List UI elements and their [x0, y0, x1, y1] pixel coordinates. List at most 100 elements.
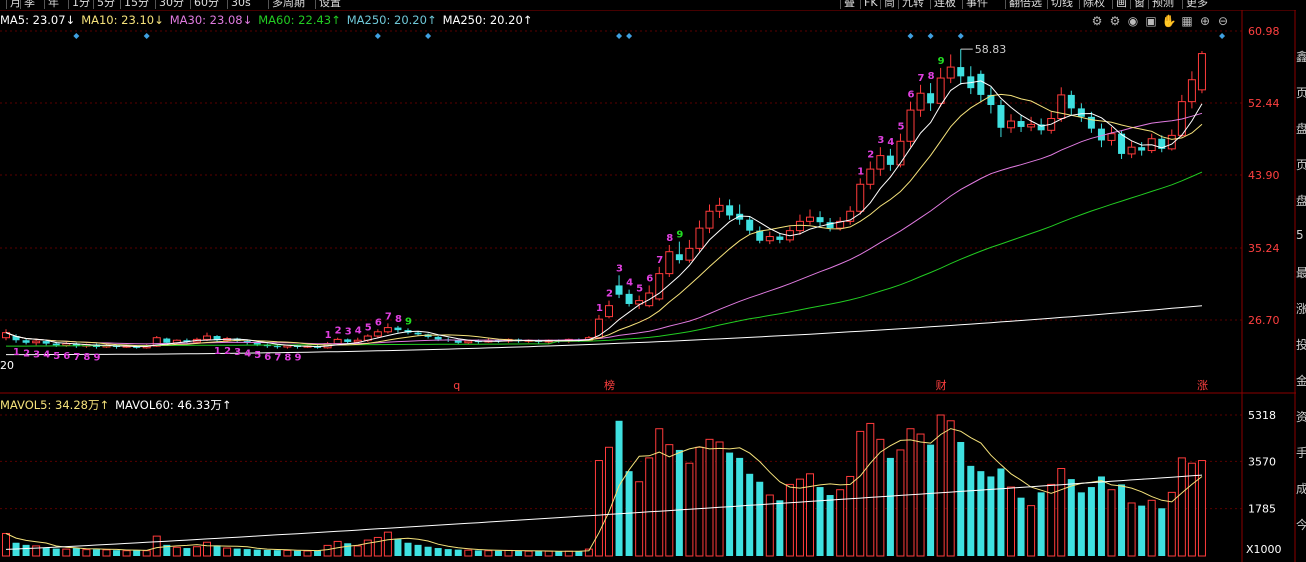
candle-body	[846, 210, 855, 222]
ma-legend-item: MA30: 23.08↓	[169, 13, 253, 27]
right-strip-label: 5	[1296, 228, 1304, 242]
toolbar-button[interactable]: 设置	[315, 0, 344, 9]
volume-bar	[997, 468, 1005, 556]
toolbar-button[interactable]: 画	[1112, 0, 1130, 9]
candle-body	[72, 343, 80, 347]
candle-body	[464, 340, 473, 344]
volume-unit-label: X1000	[1246, 543, 1282, 556]
event-marker: q	[453, 379, 460, 392]
toolbar-button[interactable]: 连板	[930, 0, 959, 9]
volume-bar	[977, 471, 985, 556]
toolbar-button[interactable]: 30分	[155, 0, 187, 9]
toolbar-button[interactable]: 5分	[93, 0, 118, 9]
toolbar-button[interactable]: 年	[44, 0, 62, 9]
volume-bar	[1047, 483, 1056, 557]
toolbar-button[interactable]: FK	[860, 0, 881, 9]
candle-body	[705, 210, 714, 229]
toolbar-button[interactable]: 60分	[190, 0, 222, 9]
volume-bar	[122, 550, 131, 557]
toolbar-button[interactable]: 窗	[1130, 0, 1148, 9]
gear-icon[interactable]: ⚙	[1091, 14, 1103, 28]
nine-turn-label: 6	[63, 351, 70, 362]
zoom-in-icon[interactable]: ⊕	[1199, 14, 1211, 28]
candle-body	[273, 346, 281, 348]
nine-turn-label: 1	[13, 347, 20, 358]
volume-bar	[816, 487, 824, 556]
volume-bar	[243, 549, 251, 556]
nine-turn-label: 5	[53, 351, 60, 362]
candle-body	[886, 155, 894, 165]
candle-body	[203, 335, 211, 340]
nine-turn-label: 1	[857, 166, 864, 177]
toolbar-button[interactable]: 多周期	[268, 0, 308, 9]
nine-turn-label: 4	[626, 278, 633, 289]
volume-bar	[1077, 492, 1085, 556]
event-marker: 涨	[1197, 379, 1208, 392]
right-strip-label: 今	[1296, 518, 1306, 532]
toolbar-button[interactable]: 1分	[68, 0, 93, 9]
volume-bar	[394, 538, 402, 556]
toolbar-button[interactable]: 30s	[227, 0, 254, 9]
volume-bar	[886, 457, 894, 556]
toolbar-button[interactable]: 15分	[120, 0, 152, 9]
volume-bar	[866, 422, 875, 557]
candle-body	[1187, 79, 1196, 103]
toolbar-button[interactable]: 切线	[1047, 0, 1076, 9]
price-axis-label: 43.90	[1248, 169, 1280, 182]
volume-bar	[353, 545, 362, 557]
volume-bar	[785, 483, 794, 557]
toolbar-button[interactable]: 叠	[840, 0, 858, 9]
volume-bar	[1167, 491, 1176, 557]
volume-bar	[736, 457, 744, 556]
toolbar-button[interactable]: 更多	[1182, 0, 1211, 9]
hand-icon[interactable]: ✋	[1161, 14, 1177, 28]
volume-bar	[203, 541, 211, 557]
volume-bar	[494, 550, 502, 556]
toolbar-button[interactable]: 月	[6, 0, 24, 9]
candle-body	[756, 230, 764, 241]
toolbar-button[interactable]: 翻倍选	[1005, 0, 1045, 9]
volume-bar	[32, 545, 41, 557]
volume-bar	[564, 550, 573, 557]
volume-bar	[635, 481, 644, 557]
candle-body	[594, 318, 603, 339]
nine-turn-label: 4	[43, 349, 50, 360]
settings-icon[interactable]: ⚙	[1109, 14, 1121, 28]
volume-bar	[936, 414, 945, 557]
box-icon[interactable]: ▣	[1145, 14, 1157, 28]
right-strip-label: 成	[1296, 482, 1306, 496]
candle-body	[22, 340, 30, 343]
candle-body	[163, 338, 171, 343]
nine-turn-label: 9	[294, 353, 301, 364]
toolbar-button[interactable]: 季	[20, 0, 38, 9]
price-axis-label: 52.44	[1248, 97, 1280, 110]
volume-bar	[323, 544, 332, 557]
candle-body	[615, 285, 623, 295]
volume-bar	[705, 438, 714, 557]
nine-turn-label: 5	[254, 350, 261, 361]
volume-bar	[62, 548, 71, 557]
zoom-out-icon[interactable]: ⊖	[1217, 14, 1229, 28]
candle-body	[152, 337, 161, 347]
candle-body	[665, 251, 674, 275]
volume-bar	[1037, 492, 1045, 556]
right-strip-label: 资	[1296, 410, 1306, 424]
eye-icon[interactable]: ◉	[1127, 14, 1139, 28]
toolbar-button[interactable]: 除权	[1079, 0, 1108, 9]
toolbar-button[interactable]: 预测	[1148, 0, 1177, 9]
volume-bar	[967, 465, 975, 556]
nine-turn-label: 9	[938, 56, 945, 67]
chart-tool-icons: ⚙ ⚙ ◉ ▣ ✋ ▦ ⊕ ⊖	[1088, 13, 1232, 29]
candle-body	[765, 236, 774, 242]
volume-bar	[946, 420, 955, 557]
toolbar-button[interactable]: 事件	[962, 0, 991, 9]
toolbar-button[interactable]: 九转	[898, 0, 927, 9]
grid-icon[interactable]: ▦	[1181, 14, 1193, 28]
toolbar-button[interactable]: 筒	[880, 0, 898, 9]
volume-bar	[344, 543, 352, 556]
volume-bar	[133, 550, 141, 556]
volume-bar	[524, 550, 533, 557]
candle-body	[1118, 133, 1126, 154]
